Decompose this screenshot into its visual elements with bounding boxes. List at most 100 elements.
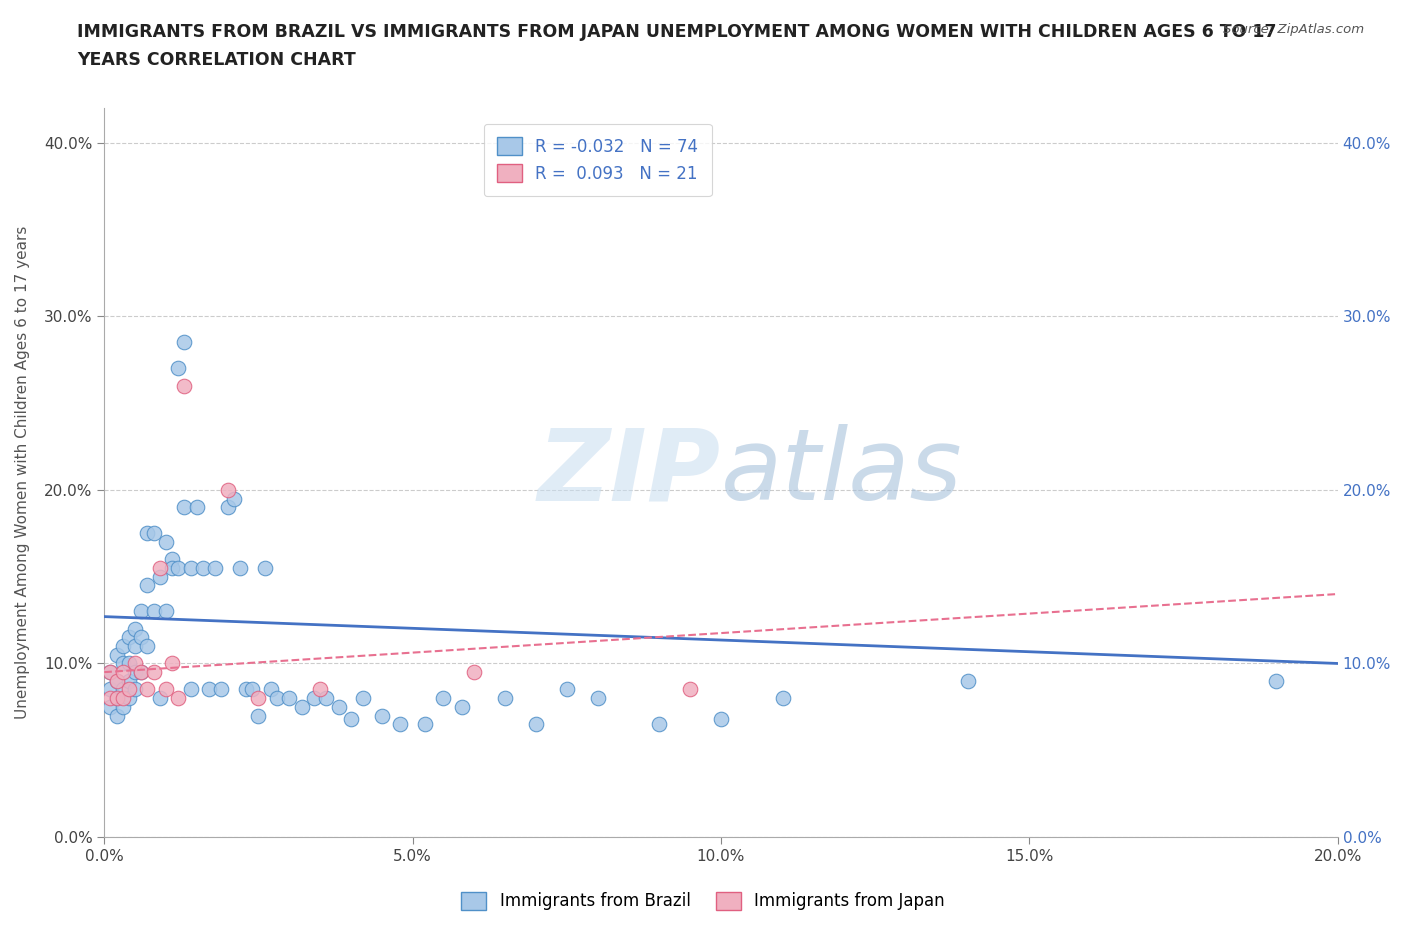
Point (111, 699, 134, 714)
Point (136, 682, 159, 697)
Point (98, 691, 121, 706)
Point (105, 647, 128, 662)
Point (247, 708, 270, 723)
Point (586, 691, 609, 706)
Point (155, 604, 177, 618)
Point (111, 665, 134, 680)
Point (679, 682, 702, 697)
Point (956, 673, 979, 688)
Point (524, 717, 547, 732)
Point (111, 639, 134, 654)
Point (235, 682, 257, 697)
Point (247, 691, 270, 706)
Point (124, 682, 146, 697)
Point (173, 335, 195, 350)
Point (191, 561, 214, 576)
Point (198, 682, 221, 697)
Point (111, 691, 134, 706)
Point (105, 691, 128, 706)
Point (315, 691, 337, 706)
Point (136, 525, 159, 540)
Point (98, 699, 121, 714)
Point (413, 717, 436, 732)
Point (389, 717, 412, 732)
Point (111, 682, 134, 697)
Point (124, 621, 146, 636)
Point (555, 682, 578, 697)
Point (167, 561, 190, 576)
Text: IMMIGRANTS FROM BRAZIL VS IMMIGRANTS FROM JAPAN UNEMPLOYMENT AMONG WOMEN WITH CH: IMMIGRANTS FROM BRAZIL VS IMMIGRANTS FRO… (77, 23, 1277, 41)
Point (136, 639, 159, 654)
Point (209, 682, 232, 697)
Point (160, 656, 183, 671)
Point (240, 682, 263, 697)
Point (204, 561, 226, 576)
Point (266, 691, 288, 706)
Point (648, 717, 671, 732)
Point (222, 491, 245, 506)
Point (142, 525, 165, 540)
Point (149, 561, 172, 576)
Point (180, 561, 202, 576)
Point (217, 499, 239, 514)
Point (180, 682, 202, 697)
Point (167, 691, 190, 706)
Point (105, 673, 128, 688)
Point (105, 691, 128, 706)
Point (118, 656, 141, 671)
Point (118, 630, 141, 644)
Point (340, 711, 363, 726)
Point (229, 561, 252, 576)
Point (278, 691, 301, 706)
Point (260, 682, 283, 697)
Point (217, 483, 239, 498)
Point (118, 691, 141, 706)
Point (463, 665, 485, 680)
Point (105, 673, 128, 688)
Point (129, 665, 152, 680)
Point (432, 691, 454, 706)
Point (370, 708, 392, 723)
Point (142, 604, 165, 618)
Point (98, 665, 121, 680)
Point (111, 656, 134, 671)
Point (290, 699, 312, 714)
Y-axis label: Unemployment Among Women with Children Ages 6 to 17 years: Unemployment Among Women with Children A… (15, 226, 30, 719)
Text: ZIP: ZIP (538, 424, 721, 521)
Point (173, 379, 195, 393)
Point (160, 561, 183, 576)
Point (124, 656, 146, 671)
Point (129, 630, 152, 644)
Point (129, 665, 152, 680)
Point (129, 604, 152, 618)
Point (142, 665, 165, 680)
Point (328, 699, 350, 714)
Point (118, 682, 141, 697)
Legend: R = -0.032   N = 74, R =  0.093   N = 21: R = -0.032 N = 74, R = 0.093 N = 21 (484, 124, 711, 196)
Point (155, 682, 177, 697)
Point (149, 691, 172, 706)
Point (710, 711, 733, 726)
Point (352, 691, 374, 706)
Point (160, 551, 183, 566)
Point (173, 499, 195, 514)
Point (124, 665, 146, 680)
Point (309, 682, 332, 697)
Point (105, 708, 128, 723)
Text: YEARS CORRELATION CHART: YEARS CORRELATION CHART (77, 51, 356, 69)
Point (253, 561, 276, 576)
Point (1265, 673, 1288, 688)
Text: Source: ZipAtlas.com: Source: ZipAtlas.com (1223, 23, 1364, 36)
Point (98, 665, 121, 680)
Legend: Immigrants from Brazil, Immigrants from Japan: Immigrants from Brazil, Immigrants from … (454, 885, 952, 917)
Point (118, 673, 141, 688)
Point (155, 535, 177, 550)
Point (186, 499, 208, 514)
Point (167, 361, 190, 376)
Point (136, 578, 159, 592)
Point (451, 699, 474, 714)
Point (494, 691, 516, 706)
Point (98, 682, 121, 697)
Point (302, 691, 325, 706)
Point (772, 691, 794, 706)
